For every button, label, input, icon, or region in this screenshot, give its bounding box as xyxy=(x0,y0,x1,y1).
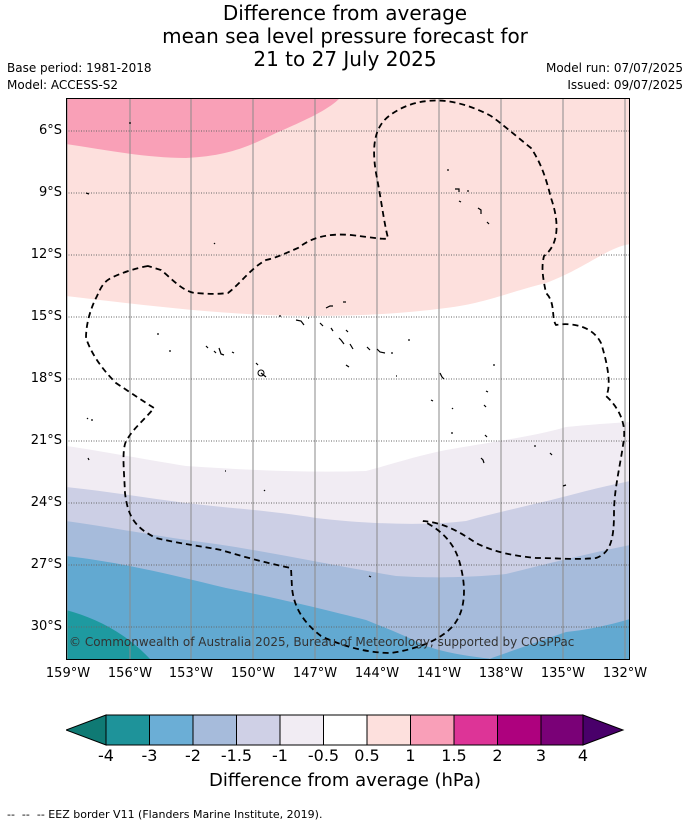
colorbar-segment-6 xyxy=(323,714,368,746)
island-50 xyxy=(562,484,567,487)
title-line-1: Difference from average xyxy=(222,1,468,25)
island-36 xyxy=(430,399,434,402)
island-13 xyxy=(295,319,305,326)
map-frame xyxy=(66,98,630,660)
lat-label-30s: 30°S xyxy=(30,619,62,634)
lon-label-150w: 150°W xyxy=(230,666,276,681)
lon-label-153w: 153°W xyxy=(168,666,214,681)
islands xyxy=(85,122,567,578)
lat-label-15s: 15°S xyxy=(30,309,62,324)
colorbar-segment-7 xyxy=(366,714,411,746)
island-39 xyxy=(483,404,487,408)
lon-label-159w: 159°W xyxy=(45,666,91,681)
island-51 xyxy=(368,575,372,578)
island-18 xyxy=(338,337,345,345)
colorbar-segment-2 xyxy=(149,714,194,746)
colorbar-tick-label: 4 xyxy=(577,746,589,765)
colorbar-title: Difference from average (hPa) xyxy=(208,770,482,791)
colorbar-segment-3 xyxy=(192,714,237,746)
island-32 xyxy=(345,364,350,368)
colorbar-tick-label: 1 xyxy=(405,746,416,765)
island-46 xyxy=(480,457,485,464)
lat-gridlines xyxy=(66,130,630,628)
lat-label-9s: 9°S xyxy=(38,185,62,200)
island-17 xyxy=(345,329,349,333)
colorbar-tick-label: -1 xyxy=(272,746,288,765)
colorbar-segment-1 xyxy=(105,714,150,746)
island-26 xyxy=(255,362,259,366)
island-28 xyxy=(366,346,371,351)
colorbar-tick-label: -0.5 xyxy=(307,746,340,765)
colorbar xyxy=(66,714,625,746)
lon-label-132w: 132°W xyxy=(602,666,648,681)
island-10 xyxy=(325,305,333,309)
colorbar-segment-9 xyxy=(453,714,498,746)
island-43 xyxy=(484,434,488,438)
eez-border xyxy=(85,99,626,654)
island-19 xyxy=(349,343,354,350)
shading-neg-2 xyxy=(66,556,630,660)
lat-label-18s: 18°S xyxy=(30,371,62,386)
colorbar-tick-label: 0.5 xyxy=(354,746,380,765)
island-8 xyxy=(477,207,482,214)
island-16 xyxy=(330,327,334,332)
island-33 xyxy=(439,372,445,380)
island-3 xyxy=(213,242,216,245)
island-7 xyxy=(458,200,462,203)
lon-label-147w: 147°W xyxy=(292,666,338,681)
island-9 xyxy=(486,221,490,225)
lat-label-27s: 27°S xyxy=(30,557,62,572)
colorbar-segment-8 xyxy=(410,714,455,746)
colorbar-tick-label: -2 xyxy=(185,746,201,765)
lon-label-144w: 144°W xyxy=(354,666,400,681)
title-line-2: mean sea level pressure forecast for xyxy=(162,24,528,48)
base-period: Base period: 1981-2018 xyxy=(7,61,152,75)
lat-label-24s: 24°S xyxy=(30,495,62,510)
lat-label-21s: 21°S xyxy=(30,433,62,448)
colorbar-segment-5 xyxy=(279,714,324,746)
model-run-date: Model run: 07/07/2025 xyxy=(545,61,683,75)
pressure-anomaly-map: © Commonwealth of Australia 2025, Bureau… xyxy=(66,98,630,660)
copyright-notice: © Commonwealth of Australia 2025, Bureau… xyxy=(69,635,574,649)
colorbar-tick-label: 2 xyxy=(492,746,503,765)
colorbar-segment-11 xyxy=(540,714,584,746)
model-name: Model: ACCESS-S2 xyxy=(7,78,119,92)
lat-label-6s: 6°S xyxy=(38,123,62,138)
island-15 xyxy=(319,322,324,327)
colorbar-segment-10 xyxy=(497,714,542,746)
island-22 xyxy=(205,345,209,349)
lon-label-138w: 138°W xyxy=(478,666,524,681)
colorbar-segment-max xyxy=(582,714,625,746)
lat-label-12s: 12°S xyxy=(30,247,62,262)
colorbar-tick-label: -4 xyxy=(98,746,114,765)
island-25 xyxy=(231,351,235,354)
lon-label-156w: 156°W xyxy=(107,666,153,681)
island-45 xyxy=(549,452,553,456)
island-2 xyxy=(85,192,90,195)
colorbar-tick-label: -3 xyxy=(141,746,158,765)
island-29 xyxy=(376,348,386,354)
shading-pos-1 xyxy=(66,98,340,158)
lon-label-141w: 141°W xyxy=(416,666,462,681)
island-24 xyxy=(218,347,225,356)
island-ring xyxy=(257,369,265,377)
island-47 xyxy=(87,457,90,461)
colorbar-segment-min xyxy=(66,714,107,746)
colorbar-tick-label: 3 xyxy=(535,746,547,765)
island-5 xyxy=(455,188,460,192)
eez-border-legend: -- -- -- EEZ border V11 (Flanders Marine… xyxy=(7,808,323,821)
colorbar-segment-4 xyxy=(236,714,281,746)
island-49 xyxy=(263,489,266,492)
island-41 xyxy=(86,417,89,420)
lon-label-135w: 135°W xyxy=(540,666,586,681)
colorbar-tick-label: -1.5 xyxy=(220,746,253,765)
island-37 xyxy=(451,407,454,410)
title-line-3: 21 to 27 July 2025 xyxy=(253,47,437,71)
island-23 xyxy=(213,350,217,354)
colorbar-tick-label: 1.5 xyxy=(441,746,467,765)
issued-date: Issued: 09/07/2025 xyxy=(567,78,683,92)
island-38 xyxy=(485,390,489,393)
